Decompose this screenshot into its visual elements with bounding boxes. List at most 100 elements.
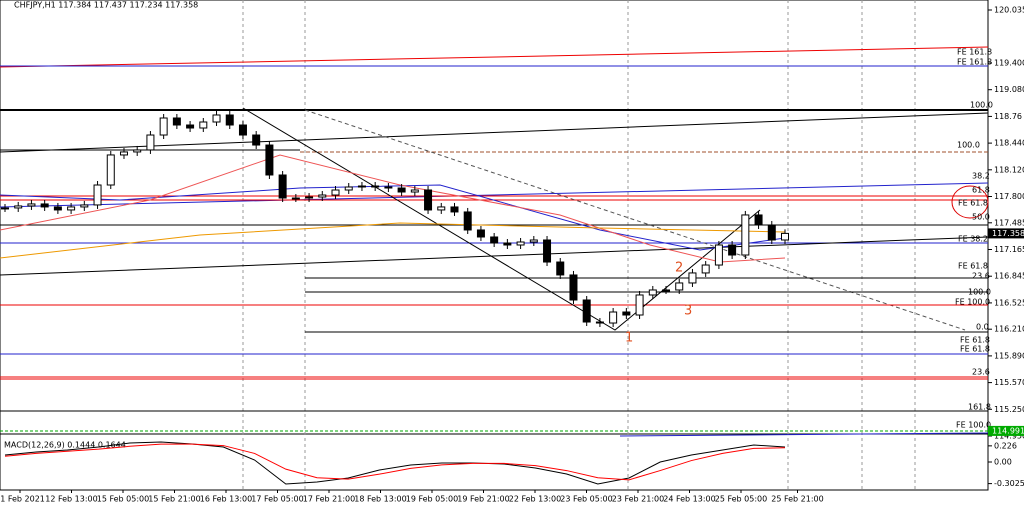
macd-title: MACD(12,26,9) 0.1444 0.1644 bbox=[4, 441, 126, 450]
x-tick-label: 19 Feb 21:00 bbox=[457, 495, 509, 504]
y-tick-label: 118.120 bbox=[994, 165, 1024, 174]
fib-label: FE 61.8 bbox=[958, 199, 988, 208]
y-tick-label: 120.035 bbox=[994, 6, 1024, 15]
x-tick-label: 23 Feb 05:00 bbox=[560, 495, 612, 504]
candle-body bbox=[225, 114, 234, 126]
wave-label: 1 bbox=[625, 331, 633, 346]
candle-body bbox=[701, 264, 710, 274]
y-tick-label: 119.080 bbox=[994, 85, 1024, 94]
fib-label: FE 61.8 bbox=[958, 262, 988, 271]
fib-label: FE 100.0 bbox=[956, 421, 991, 430]
candle-body bbox=[278, 174, 287, 199]
fib-label: 38.2 bbox=[972, 172, 990, 181]
candle-body bbox=[781, 232, 789, 241]
candle-body bbox=[252, 134, 261, 146]
candle-body bbox=[14, 205, 23, 209]
fib-label: FE 61.8 bbox=[960, 336, 990, 345]
y-tick-label: 116.525 bbox=[994, 298, 1024, 307]
fib-label: FE 61.8 bbox=[960, 345, 990, 354]
macd-tick-label: -0.3025 bbox=[994, 479, 1024, 488]
candle-body bbox=[384, 186, 393, 189]
candle-body bbox=[265, 144, 274, 176]
symbol-header: CHFJPY,H1 117.384 117.437 117.234 117.35… bbox=[14, 1, 198, 10]
candle-body bbox=[318, 194, 327, 198]
candle-body bbox=[146, 134, 155, 151]
y-tick-label: 115.250 bbox=[994, 405, 1024, 414]
x-tick-label: 19 Feb 05:00 bbox=[406, 495, 458, 504]
wave-label: 2 bbox=[675, 261, 683, 276]
price-box-label: 114.991 bbox=[992, 426, 1024, 435]
y-tick-label: 117.800 bbox=[994, 192, 1024, 201]
wave-label: 3 bbox=[684, 304, 692, 319]
price-box bbox=[988, 228, 1024, 239]
candle-body bbox=[556, 261, 565, 276]
x-tick-label: 15 Feb 05:00 bbox=[97, 495, 149, 504]
candle-body bbox=[609, 311, 618, 324]
candle-body bbox=[543, 239, 552, 263]
candle-body bbox=[490, 236, 499, 244]
candle-body bbox=[27, 203, 36, 207]
candle-body bbox=[119, 151, 128, 156]
fib-label: 100.0 bbox=[968, 288, 991, 297]
x-tick-label: 18 Feb 13:00 bbox=[354, 495, 406, 504]
x-tick-label: 12 Feb 13:00 bbox=[45, 495, 97, 504]
wave-labels: 1 2 3 bbox=[625, 261, 692, 346]
y-tick-label: 115.570 bbox=[994, 378, 1024, 387]
candle-body bbox=[106, 154, 115, 186]
y-tick-label: 114.930 bbox=[994, 432, 1024, 441]
candle-body bbox=[1, 207, 9, 210]
x-tick-label: 22 Feb 13:00 bbox=[509, 495, 561, 504]
fib-label: 0.0 bbox=[976, 323, 989, 332]
fib-labels: FE 161.8 FE 161.8 100.0 100.0 38.2 61.8 … bbox=[955, 48, 993, 430]
fib-label: 23.6 bbox=[972, 368, 990, 377]
fib-label: 50.0 bbox=[972, 213, 990, 222]
macd-line bbox=[4, 441, 786, 485]
candle-body bbox=[754, 214, 763, 226]
y-tick-label: 117.485 bbox=[994, 218, 1024, 227]
candle-body bbox=[212, 114, 221, 123]
fib-label: 100.0 bbox=[970, 101, 993, 110]
candle-body bbox=[622, 311, 631, 316]
candle-body bbox=[569, 274, 578, 301]
candle-body bbox=[186, 124, 195, 129]
candle-body bbox=[238, 124, 247, 136]
candle-body bbox=[291, 197, 300, 200]
candle-body bbox=[371, 185, 380, 188]
candle-body bbox=[133, 149, 142, 153]
y-tick-label: 118.440 bbox=[994, 139, 1024, 148]
candle-body bbox=[741, 214, 750, 256]
candle-body bbox=[67, 206, 76, 211]
price-box-label: 117.358 bbox=[992, 229, 1024, 238]
candle-body bbox=[582, 299, 591, 323]
candle-body bbox=[529, 239, 538, 243]
x-tick-label: 23 Feb 21:00 bbox=[612, 495, 664, 504]
fib-label: 23.6 bbox=[972, 272, 990, 281]
y-tick-label: 116.845 bbox=[994, 272, 1024, 281]
candle-body bbox=[40, 203, 49, 208]
x-tick-label: 16 Feb 13:00 bbox=[200, 495, 252, 504]
candle-body bbox=[728, 244, 737, 256]
candle-body bbox=[516, 241, 525, 246]
x-tick-label: 11 Feb 2021 bbox=[0, 495, 45, 504]
macd-tick-label: 0.00 bbox=[994, 458, 1012, 467]
candle-body bbox=[503, 242, 512, 246]
candle-body bbox=[93, 184, 102, 206]
candle-body bbox=[476, 229, 485, 238]
candle-body bbox=[331, 189, 340, 196]
candle-body bbox=[305, 196, 314, 199]
candle-body bbox=[424, 189, 433, 211]
fib-label: 161.8 bbox=[968, 403, 991, 412]
fib-label: FE 100.0 bbox=[955, 298, 990, 307]
candle-body bbox=[437, 206, 446, 211]
fib-label: 100.0 bbox=[957, 141, 980, 150]
candle-body bbox=[714, 244, 723, 266]
candle-body bbox=[172, 117, 181, 126]
candle-body bbox=[635, 294, 644, 316]
candle-body bbox=[688, 272, 697, 284]
fib-label: FE 161.8 bbox=[957, 48, 992, 57]
candle-body bbox=[675, 282, 684, 291]
candle-body bbox=[463, 211, 472, 231]
x-tick-label: 25 Feb 05:00 bbox=[715, 495, 767, 504]
fib-label: FE 38.2 bbox=[958, 235, 988, 244]
